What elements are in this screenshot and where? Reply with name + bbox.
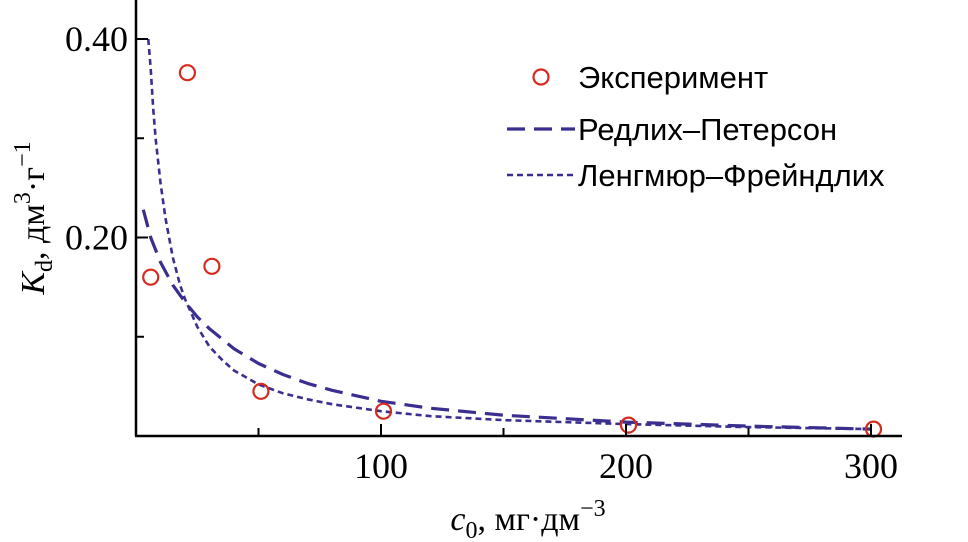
- legend-label-redlich-peterson: Редлих–Петерсон: [578, 112, 837, 147]
- legend-label-langmuir-freundlich: Ленгмюр–Фрейндлих: [578, 158, 885, 193]
- y-axis-units-mid: ·г: [15, 167, 52, 192]
- y-axis-units-sup2: −1: [10, 141, 36, 167]
- x-axis-symbol: c: [450, 501, 465, 538]
- series-line-2: [147, 38, 872, 431]
- y-axis-symbol: K: [15, 270, 52, 296]
- x-tick-label: 200: [599, 446, 653, 486]
- y-axis-label: Kd, дм3·г−1: [10, 141, 58, 295]
- x-axis-units: , мг·дм: [477, 501, 580, 538]
- x-axis-units-exponent: −3: [580, 496, 606, 522]
- axes: [134, 0, 902, 438]
- legend-marker-experiment: [532, 68, 550, 86]
- data-point: [374, 402, 393, 420]
- data-point: [142, 268, 160, 286]
- plot-area: [141, 38, 883, 438]
- y-axis-units-sup1: 3: [10, 192, 36, 204]
- ticks: 100 200 300 0.20 0.40: [65, 19, 898, 486]
- y-axis-subscript: d: [32, 260, 58, 272]
- x-axis-subscript: 0: [465, 518, 477, 542]
- data-point: [252, 382, 270, 400]
- y-tick-label: 0.20: [65, 218, 128, 258]
- x-tick-label: 100: [354, 446, 408, 486]
- x-axis-label: c0, мг·дм−3: [450, 496, 605, 542]
- legend: Эксперимент Редлих–Петерсон Ленгмюр–Фрей…: [507, 60, 885, 193]
- data-point: [203, 257, 221, 275]
- series-line-1: [141, 209, 872, 431]
- x-tick-label: 300: [844, 446, 898, 486]
- data-point: [619, 416, 638, 434]
- legend-label-experiment: Эксперимент: [578, 60, 768, 95]
- y-tick-label: 0.40: [65, 19, 128, 59]
- data-point: [178, 64, 196, 82]
- y-axis-units: , дм: [15, 204, 52, 260]
